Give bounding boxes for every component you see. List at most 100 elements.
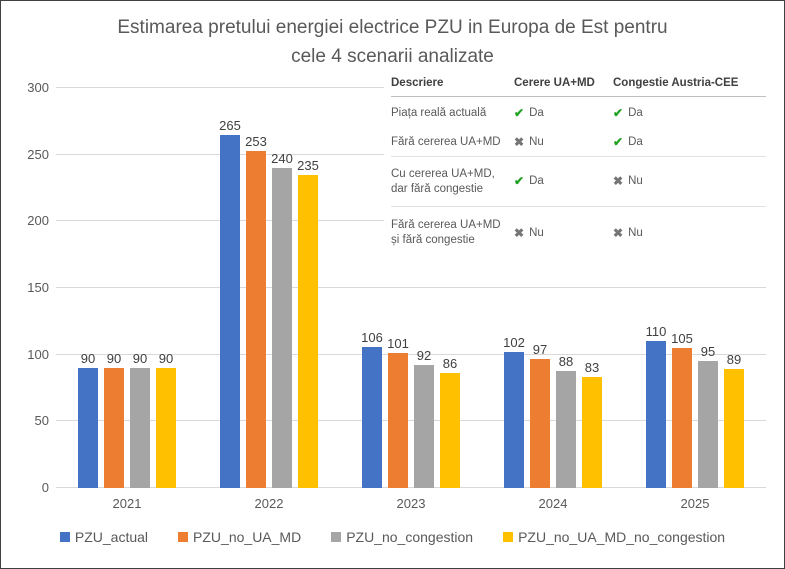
legend-swatch-icon	[59, 532, 70, 542]
scenario-table: Descriere Cerere UA+MD Congestie Austria…	[384, 77, 766, 259]
chart-title-line1: Estimarea pretului energiei electrice PZ…	[117, 17, 668, 38]
bar-value-label: 110	[645, 324, 667, 340]
check-icon: ✔	[613, 135, 624, 149]
bar-PZU_no_congestion: 92	[414, 348, 434, 488]
scenario-table-header-descriere: Descriere	[391, 77, 514, 97]
bar-PZU_actual: 265	[219, 118, 241, 488]
legend-item-PZU_actual: PZU_actual	[59, 529, 149, 545]
legend-item-PZU_no_congestion: PZU_no_congestion	[331, 529, 473, 545]
bar-group: 110 105 95 89	[624, 88, 766, 488]
check-icon: ✔	[514, 105, 525, 120]
bar-value-label: 86	[442, 356, 458, 372]
legend-label: PZU_no_congestion	[346, 529, 474, 545]
x-icon: ✖	[613, 225, 624, 240]
bar-value-label: 88	[558, 353, 574, 369]
scenario-congestie-value: Nu	[628, 226, 643, 239]
gridline	[56, 353, 766, 355]
scenario-desc: Fără cererea UA+MD și fără congestie	[391, 219, 501, 246]
bar-PZU_no_UA_MD: 105	[671, 331, 693, 488]
x-category-label: 2021	[112, 496, 142, 511]
bar-PZU_no_UA_MD_no_congestion: 235	[297, 158, 319, 488]
legend-item-PZU_no_UA_MD_no_congestion: PZU_no_UA_MD_no_congestion	[503, 529, 725, 545]
y-tick-label: 250	[27, 146, 49, 162]
y-tick-label: 100	[27, 346, 49, 362]
bar-value-label: 106	[361, 329, 383, 345]
y-tick-label: 300	[27, 80, 49, 95]
gridline	[56, 420, 766, 422]
bar-value-label: 83	[584, 360, 600, 376]
legend-label: PZU_no_UA_MD_no_congestion	[518, 529, 726, 545]
chart-title-line2: cele 4 scenarii analizate	[291, 46, 494, 67]
x-category-label: 2022	[254, 496, 284, 511]
bar-PZU_no_congestion: 90	[130, 351, 150, 488]
chart-legend: PZU_actual PZU_no_UA_MD PZU_no_congestion P…	[1, 529, 784, 545]
scenario-congestie-cell: ✔ Da	[613, 129, 766, 157]
bar-series-area: 90 90 90 90 265 253 240 235 106 101 92 86 102 97 88 83 1…	[56, 88, 766, 488]
bar-PZU_no_UA_MD_no_congestion: 89	[724, 352, 744, 488]
x-axis: 2021 2022 2023 2024 2025	[56, 496, 766, 511]
bar-PZU_actual: 102	[503, 335, 525, 488]
scenario-cerere-value: Da	[529, 175, 544, 187]
bar-PZU_no_UA_MD: 253	[245, 134, 267, 488]
bar-PZU_actual: 90	[78, 351, 98, 488]
scenario-congestie-value: Da	[628, 106, 643, 119]
legend-label: PZU_actual	[74, 529, 149, 545]
bar-value-label: 235	[297, 157, 319, 173]
gridline	[56, 287, 766, 288]
scenario-congestie-cell: ✖ Nu	[613, 157, 766, 207]
check-icon: ✔	[613, 105, 624, 120]
bar-group: 90 90 90 90	[56, 88, 198, 488]
scenario-cerere-value: Da	[529, 106, 544, 119]
legend-label: PZU_no_UA_MD	[193, 529, 302, 545]
scenario-desc: Cu cererea UA+MD, dar fără congestie	[391, 157, 514, 207]
chart-title: Estimarea pretului energiei electrice PZ…	[1, 13, 784, 71]
bar-group: 265 253 240 235	[198, 88, 340, 488]
bar-value-label: 92	[416, 348, 432, 364]
bar-value-label: 90	[132, 351, 148, 366]
check-icon: ✔	[514, 174, 525, 188]
x-icon: ✖	[514, 135, 525, 149]
bar-PZU_no_UA_MD_no_congestion: 83	[582, 360, 602, 488]
x-category-label: 2025	[680, 496, 710, 511]
bar-PZU_no_congestion: 95	[698, 344, 718, 488]
bar-value-label: 240	[271, 151, 293, 166]
bar-value-label: 90	[106, 351, 122, 366]
legend-swatch-icon	[503, 532, 514, 542]
y-tick-label: 50	[34, 413, 49, 429]
scenario-cerere-cell: ✔ Da	[514, 97, 613, 129]
x-category-label: 2024	[538, 496, 568, 511]
bar-PZU_no_UA_MD_no_congestion: 90	[156, 351, 176, 488]
bar-group: 102 97 88 83	[482, 88, 624, 488]
bar-PZU_actual: 106	[361, 330, 383, 488]
scenario-desc: Piața reală actuală	[391, 106, 487, 119]
scenario-congestie-cell: ✔ Da	[613, 97, 766, 129]
scenario-table-header-congestie: Congestie Austria-CEE	[613, 77, 766, 97]
bar-PZU_no_congestion: 88	[556, 354, 576, 488]
bar-value-label: 253	[245, 133, 267, 149]
y-tick-label: 200	[27, 213, 49, 229]
scenario-cerere-cell: ✖ Nu	[514, 207, 613, 259]
scenario-cerere-cell: ✖ Nu	[514, 129, 613, 157]
scenario-congestie-value: Da	[628, 136, 643, 148]
y-tick-label: 0	[41, 480, 49, 495]
x-category-label: 2023	[396, 496, 426, 511]
bar-group: 106 101 92 86	[340, 88, 482, 488]
legend-swatch-icon	[331, 532, 342, 542]
y-tick-label: 150	[27, 280, 49, 295]
scenario-table-header-cerere: Cerere UA+MD	[514, 77, 613, 97]
bar-value-label: 89	[726, 352, 742, 368]
scenario-desc: Fără cererea UA+MD	[391, 129, 514, 157]
bar-PZU_no_congestion: 240	[271, 151, 293, 488]
bar-value-label: 101	[387, 336, 409, 352]
scenario-congestie-value: Nu	[628, 175, 643, 187]
gridline	[56, 487, 766, 488]
bar-value-label: 95	[700, 344, 716, 360]
bar-PZU_no_UA_MD_no_congestion: 86	[440, 356, 460, 488]
bar-value-label: 90	[80, 351, 96, 366]
legend-swatch-icon	[178, 532, 189, 542]
bar-value-label: 102	[503, 335, 525, 350]
scenario-congestie-cell: ✖ Nu	[613, 207, 766, 259]
bar-value-label: 265	[219, 117, 241, 133]
bar-PZU_actual: 110	[646, 324, 666, 488]
